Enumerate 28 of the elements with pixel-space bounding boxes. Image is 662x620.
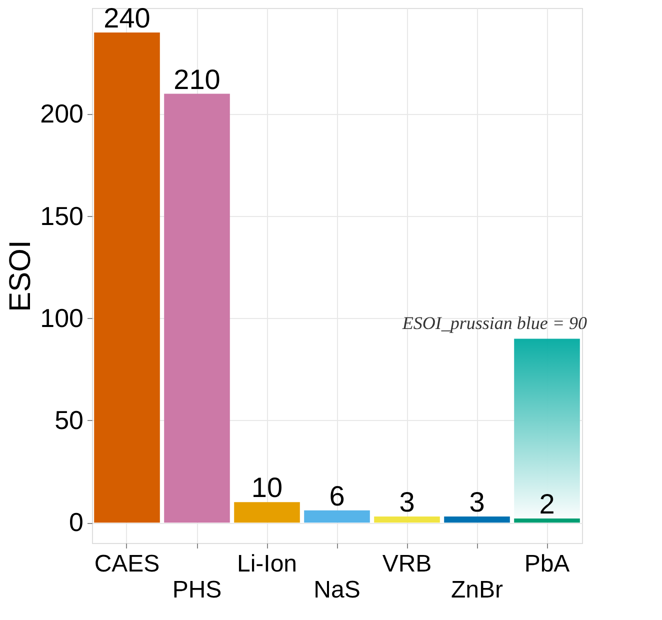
x-tick-label: NaS [314,576,360,604]
data-label: 240 [104,2,150,34]
bar [304,510,370,523]
y-tick-label: 0 [69,507,84,538]
y-tick-label: 150 [40,200,84,231]
y-tick-label: 200 [40,98,84,129]
x-tick-label: PbA [524,550,570,578]
x-tick-label: PHS [172,576,222,604]
data-label: 3 [469,486,485,518]
data-label: 3 [399,486,415,518]
annotation: ESOI_prussian blue = 90 [401,312,587,333]
x-tick-label: Li-Ion [236,550,298,578]
x-tick-label: ZnBr [450,576,504,604]
bar [444,516,510,523]
bar [234,502,300,523]
data-label: 10 [251,472,283,504]
bar [514,518,580,523]
bar [164,94,230,523]
x-tick-label: VRB [382,550,432,578]
bar [94,32,160,523]
bar [374,516,440,523]
data-label: 6 [329,480,345,512]
data-label: 210 [174,64,220,95]
data-label: 2 [539,488,555,520]
y-axis-title: ESOI [4,240,38,312]
x-tick-label: CAES [94,550,160,578]
y-tick-label: 50 [54,404,84,435]
y-tick-label: 100 [40,302,84,333]
